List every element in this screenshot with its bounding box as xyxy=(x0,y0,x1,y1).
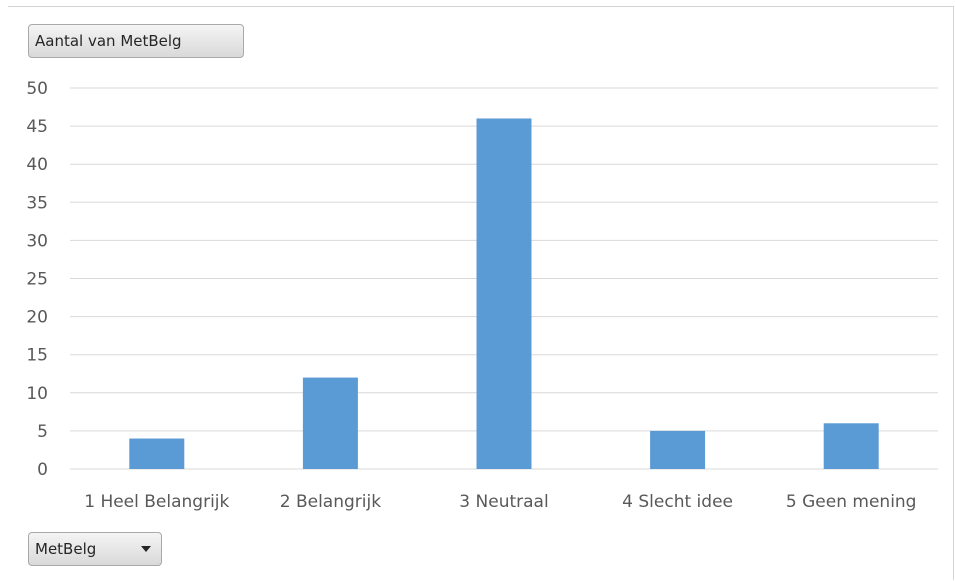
y-tick-label: 35 xyxy=(26,193,48,213)
x-tick-label: 3 Neutraal xyxy=(459,492,548,512)
axis-field-button[interactable]: MetBelg xyxy=(28,532,162,566)
y-tick-label: 25 xyxy=(26,270,48,290)
x-tick-label: 2 Belangrijk xyxy=(280,492,381,512)
x-tick-label: 1 Heel Belangrijk xyxy=(84,492,229,512)
y-tick-label: 10 xyxy=(26,384,48,404)
x-axis-ticks: 1 Heel Belangrijk 2 Belangrijk 3 Neutraal 4… xyxy=(84,492,916,512)
bar[interactable] xyxy=(476,118,532,469)
y-tick-label: 40 xyxy=(26,155,48,175)
y-tick-label: 45 xyxy=(26,117,48,137)
y-tick-label: 15 xyxy=(26,346,48,366)
bar[interactable] xyxy=(302,377,358,469)
dropdown-arrow-icon[interactable] xyxy=(141,546,151,552)
value-field-button[interactable]: Aantal van MetBelg xyxy=(28,24,244,58)
y-tick-label: 30 xyxy=(26,231,48,251)
chart-frame xyxy=(8,6,954,580)
y-tick-label: 0 xyxy=(37,460,48,480)
y-tick-label: 50 xyxy=(26,79,48,99)
value-field-label: Aantal van MetBelg xyxy=(35,32,182,50)
x-tick-label: 5 Geen mening xyxy=(786,492,917,512)
bar[interactable] xyxy=(650,430,706,469)
axis-field-label: MetBelg xyxy=(35,540,97,558)
bar[interactable] xyxy=(823,423,879,469)
y-tick-label: 5 xyxy=(37,422,48,442)
y-tick-label: 20 xyxy=(26,308,48,328)
bars xyxy=(129,118,879,469)
y-axis-ticks: 0 5 10 15 20 25 30 35 40 45 50 xyxy=(26,79,48,480)
bar[interactable] xyxy=(129,438,185,469)
x-tick-label: 4 Slecht idee xyxy=(622,492,733,512)
